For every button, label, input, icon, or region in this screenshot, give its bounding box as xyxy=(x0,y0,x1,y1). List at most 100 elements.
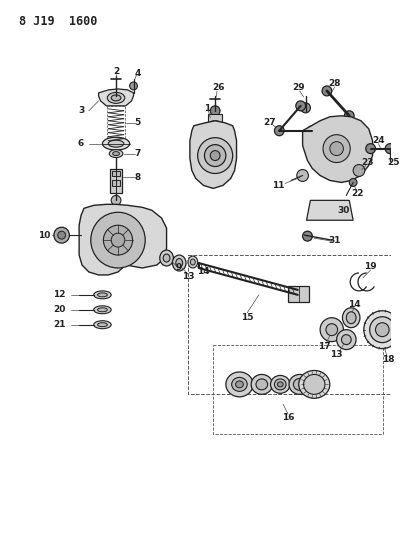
Ellipse shape xyxy=(97,322,107,327)
Circle shape xyxy=(91,212,145,268)
Circle shape xyxy=(342,335,351,345)
Circle shape xyxy=(323,135,350,163)
Ellipse shape xyxy=(256,379,267,390)
Polygon shape xyxy=(99,89,134,106)
Ellipse shape xyxy=(107,92,125,103)
Ellipse shape xyxy=(289,375,310,394)
Text: 26: 26 xyxy=(212,84,224,92)
Ellipse shape xyxy=(172,255,186,271)
Ellipse shape xyxy=(190,259,195,265)
Text: 5: 5 xyxy=(134,118,140,127)
Ellipse shape xyxy=(375,322,389,337)
Text: 16: 16 xyxy=(282,413,294,422)
Text: 6: 6 xyxy=(78,139,84,148)
Ellipse shape xyxy=(188,256,198,268)
Circle shape xyxy=(274,126,284,136)
Ellipse shape xyxy=(364,311,401,349)
Ellipse shape xyxy=(176,259,182,268)
Circle shape xyxy=(353,165,365,176)
Ellipse shape xyxy=(94,321,111,329)
Text: 2: 2 xyxy=(113,67,119,76)
Polygon shape xyxy=(79,204,166,275)
Text: 15: 15 xyxy=(241,313,253,322)
Circle shape xyxy=(385,144,395,154)
Polygon shape xyxy=(303,116,373,182)
Ellipse shape xyxy=(97,293,107,297)
Ellipse shape xyxy=(210,151,220,160)
Text: 23: 23 xyxy=(361,158,374,167)
Text: 22: 22 xyxy=(352,189,364,198)
Ellipse shape xyxy=(370,317,395,343)
Circle shape xyxy=(58,231,65,239)
Ellipse shape xyxy=(109,150,123,158)
Circle shape xyxy=(322,86,332,96)
Ellipse shape xyxy=(198,138,233,173)
Circle shape xyxy=(111,196,121,205)
Circle shape xyxy=(301,103,310,113)
Text: 14: 14 xyxy=(197,268,210,277)
Circle shape xyxy=(330,142,343,156)
Ellipse shape xyxy=(251,375,273,394)
Circle shape xyxy=(297,169,308,181)
Ellipse shape xyxy=(232,377,247,391)
Circle shape xyxy=(130,82,138,90)
Ellipse shape xyxy=(304,375,325,394)
Circle shape xyxy=(308,126,317,136)
Ellipse shape xyxy=(160,250,173,266)
Ellipse shape xyxy=(102,137,130,150)
Circle shape xyxy=(296,101,306,111)
Text: 27: 27 xyxy=(263,118,276,127)
Text: 10: 10 xyxy=(38,231,51,240)
Circle shape xyxy=(320,318,343,342)
Text: 29: 29 xyxy=(292,84,305,92)
Ellipse shape xyxy=(346,312,356,324)
Text: 24: 24 xyxy=(372,136,385,145)
Ellipse shape xyxy=(277,382,283,387)
Ellipse shape xyxy=(94,306,111,314)
Polygon shape xyxy=(190,121,237,188)
Text: 21: 21 xyxy=(53,320,66,329)
Circle shape xyxy=(366,144,375,154)
Ellipse shape xyxy=(294,378,306,390)
Ellipse shape xyxy=(299,370,330,398)
Ellipse shape xyxy=(163,254,170,262)
Circle shape xyxy=(326,324,338,336)
Text: 8: 8 xyxy=(134,173,140,182)
Bar xyxy=(110,168,122,193)
Text: 7: 7 xyxy=(134,149,141,158)
Circle shape xyxy=(336,330,356,350)
Circle shape xyxy=(103,225,133,255)
Text: 4: 4 xyxy=(134,69,141,77)
Bar xyxy=(209,114,222,124)
Bar xyxy=(112,181,120,187)
Bar xyxy=(288,286,310,302)
Polygon shape xyxy=(306,200,353,220)
Text: 18: 18 xyxy=(382,355,394,364)
Ellipse shape xyxy=(271,375,290,393)
Bar xyxy=(188,255,392,394)
Bar xyxy=(107,106,125,141)
Ellipse shape xyxy=(111,95,121,101)
Text: 12: 12 xyxy=(53,290,66,300)
Text: 3: 3 xyxy=(78,106,84,115)
Ellipse shape xyxy=(274,379,286,390)
Text: 28: 28 xyxy=(328,79,341,88)
Text: 8 J19  1600: 8 J19 1600 xyxy=(19,15,97,28)
Circle shape xyxy=(111,233,125,247)
Circle shape xyxy=(303,231,312,241)
Ellipse shape xyxy=(97,308,107,312)
Ellipse shape xyxy=(209,121,221,127)
Text: 20: 20 xyxy=(53,305,66,314)
Text: 9: 9 xyxy=(175,263,181,272)
Bar xyxy=(112,171,120,176)
Text: 13: 13 xyxy=(182,272,194,281)
Ellipse shape xyxy=(108,140,124,147)
Ellipse shape xyxy=(235,381,243,388)
Ellipse shape xyxy=(226,372,253,397)
Text: 13: 13 xyxy=(330,350,343,359)
Text: 30: 30 xyxy=(337,206,350,215)
Ellipse shape xyxy=(205,144,226,166)
Ellipse shape xyxy=(342,308,360,328)
Circle shape xyxy=(210,106,220,116)
Bar xyxy=(213,345,383,434)
